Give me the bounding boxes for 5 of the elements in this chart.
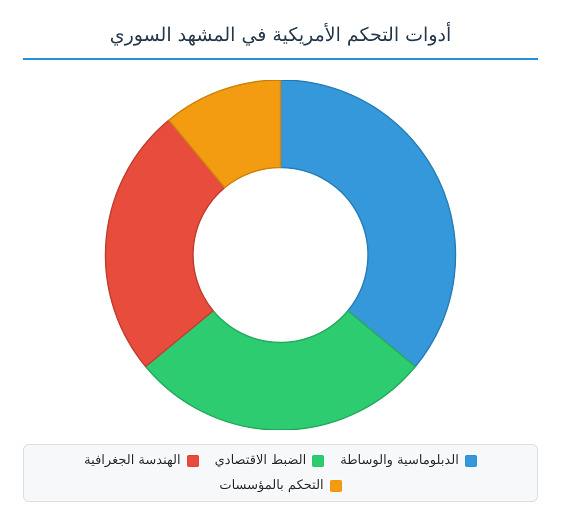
legend-label: الدبلوماسية والوساطة [340, 453, 459, 468]
legend-label: التحكم بالمؤسسات [219, 478, 324, 493]
legend-label: الهندسة الجغرافية [84, 453, 181, 468]
chart-title: أدوات التحكم الأمريكية في المشهد السوري [23, 8, 538, 60]
legend-label: الضبط الاقتصادي [214, 453, 306, 468]
